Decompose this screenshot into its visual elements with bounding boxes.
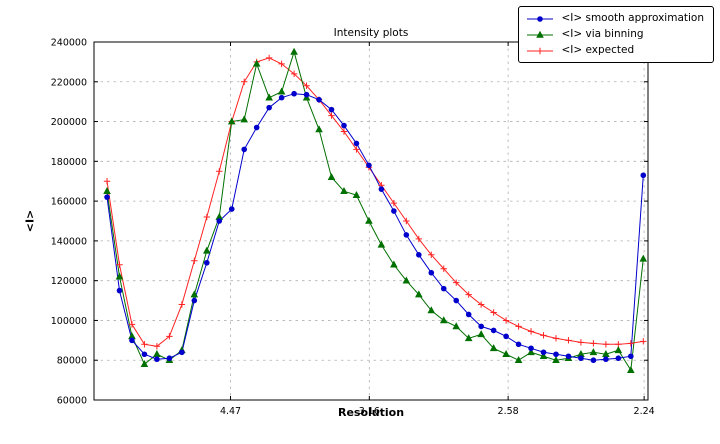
svg-text:140000: 140000 (51, 236, 87, 247)
svg-text:220000: 220000 (51, 77, 87, 88)
legend-item-expected: <I> expected (525, 43, 704, 58)
svg-text:160000: 160000 (51, 197, 87, 208)
legend-triangle-marker-icon (525, 29, 555, 41)
svg-text:4.47: 4.47 (220, 406, 241, 417)
legend: <I> smooth approximation <I> via binning… (518, 6, 714, 63)
legend-label: <I> smooth approximation (561, 12, 704, 24)
legend-label: <I> expected (561, 44, 635, 56)
svg-text:2.58: 2.58 (498, 406, 519, 417)
svg-text:80000: 80000 (57, 356, 87, 367)
svg-text:60000: 60000 (57, 396, 87, 407)
svg-text:2.24: 2.24 (634, 406, 655, 417)
chart-title: Intensity plots (333, 27, 409, 39)
legend-item-smooth-approximation: <I> smooth approximation (525, 11, 704, 26)
x-axis-label: Resolution (337, 406, 405, 419)
svg-text:200000: 200000 (51, 117, 87, 128)
svg-text:3.16: 3.16 (359, 406, 380, 417)
legend-item-via-binning: <I> via binning (525, 27, 704, 42)
svg-text:240000: 240000 (51, 38, 87, 49)
legend-plus-marker-icon (525, 45, 555, 57)
svg-text:120000: 120000 (51, 276, 87, 287)
legend-circle-marker-icon (525, 13, 555, 25)
legend-label: <I> via binning (561, 28, 644, 40)
svg-text:180000: 180000 (51, 157, 87, 168)
svg-text:100000: 100000 (51, 316, 87, 327)
